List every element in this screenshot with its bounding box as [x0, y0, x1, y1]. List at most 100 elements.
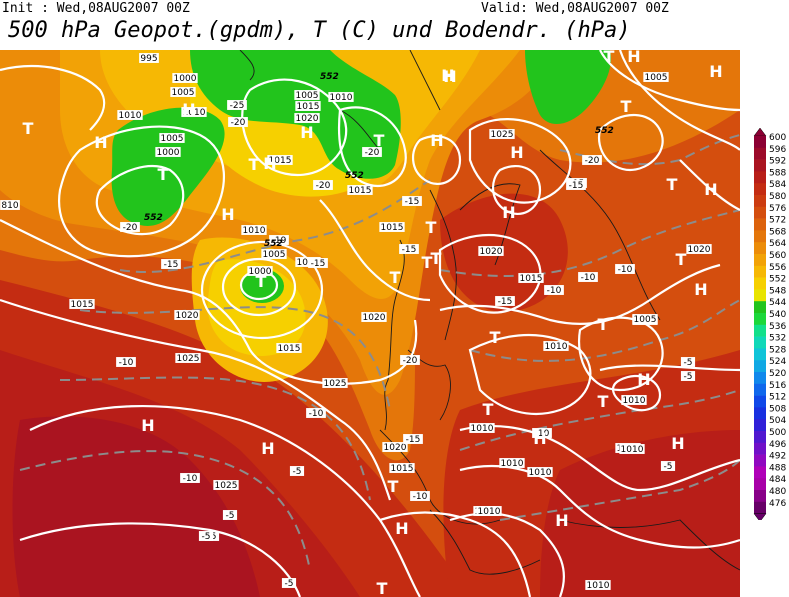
isotherms: [19, 134, 740, 571]
svg-text:1010: 1010: [545, 342, 568, 352]
high-pressure-marker: H: [441, 66, 454, 85]
low-pressure-marker: T: [256, 272, 267, 291]
temperature-label: -20: [362, 147, 382, 158]
legend-level-label: 528: [769, 345, 786, 355]
legend-swatch: [754, 301, 766, 314]
svg-text:-5: -5: [664, 462, 673, 472]
temperature-label: -10: [615, 264, 635, 275]
legend-swatch: [754, 159, 766, 172]
legend-swatch: [754, 218, 766, 231]
low-pressure-marker: T: [483, 400, 494, 419]
high-pressure-marker: H: [510, 143, 523, 162]
legend-level-label: 580: [769, 192, 786, 202]
legend-level-label: 524: [769, 357, 786, 367]
legend-swatch: [754, 242, 766, 255]
pressure-label: 1010: [499, 458, 525, 469]
temperature-label: -19: [269, 235, 289, 246]
low-pressure-marker: T: [598, 392, 609, 411]
svg-text:1015: 1015: [391, 464, 414, 474]
legend-level-label: 600: [769, 133, 786, 143]
legend-swatch: [754, 372, 766, 385]
low-pressure-marker: T: [249, 155, 260, 174]
high-pressure-marker: H: [443, 67, 456, 86]
legend-swatch: [754, 147, 766, 160]
svg-text:810: 810: [1, 201, 18, 211]
geopotential-label: 552: [345, 171, 364, 181]
temperature-label: -15: [566, 180, 586, 191]
pressure-label: 1025: [175, 353, 201, 364]
svg-text:1010: 1010: [243, 226, 266, 236]
temperature-label: -20: [120, 222, 140, 233]
svg-text:1010: 1010: [501, 459, 524, 469]
low-pressure-marker: T: [676, 250, 687, 269]
pressure-label: 1015: [379, 222, 405, 233]
temperature-label: -5: [680, 371, 696, 382]
legend-swatch: [754, 313, 766, 326]
color-legend: 6005965925885845805765725685645605565525…: [753, 128, 786, 520]
low-pressure-marker: T: [431, 249, 442, 268]
low-pressure-marker: T: [377, 579, 388, 597]
high-pressure-marker: H: [141, 416, 154, 435]
pressure-label: 1020: [686, 244, 712, 255]
svg-text:1020: 1020: [363, 313, 386, 323]
legend-level-label: 532: [769, 334, 786, 344]
pressure-label: 1005: [170, 87, 196, 98]
legend-level-label: 484: [769, 475, 786, 485]
pressure-label: 1000: [155, 147, 181, 158]
legend-level-label: 568: [769, 227, 786, 237]
pressure-label: 1015: [389, 463, 415, 474]
legend-swatch: [754, 419, 766, 432]
legend-level-label: 572: [769, 216, 786, 226]
svg-text:-10: -10: [183, 474, 198, 484]
low-pressure-marker: T: [426, 218, 437, 237]
high-pressure-marker: H: [627, 50, 640, 66]
svg-text:-20: -20: [123, 223, 138, 233]
legend-swatch: [754, 442, 766, 455]
svg-text:1010: 1010: [587, 581, 610, 591]
header: Init : Wed,08AUG2007 00Z Valid: Wed,08AU…: [0, 0, 789, 48]
legend-swatches: [753, 128, 767, 520]
high-pressure-marker: H: [555, 511, 568, 530]
svg-text:1025: 1025: [215, 481, 238, 491]
high-pressure-marker: H: [221, 205, 234, 224]
geopotential-label: 552: [595, 126, 614, 136]
legend-level-label: 508: [769, 404, 786, 414]
legend-swatch: [754, 195, 766, 208]
pressure-label: 1005: [294, 90, 320, 101]
svg-text:1000: 1000: [249, 267, 272, 277]
svg-text:1005: 1005: [263, 250, 286, 260]
pressure-label: 1005: [643, 72, 669, 83]
svg-text:1020: 1020: [176, 311, 199, 321]
svg-text:-10: -10: [119, 358, 134, 368]
low-pressure-marker: T: [422, 253, 433, 272]
geopotential-labels: 552 552 552 552 552: [144, 72, 614, 249]
pressure-label: 1010: [241, 225, 267, 236]
temperature-label: -20: [228, 117, 248, 128]
weather-map: 9951000100510101005100010101005101510201…: [0, 50, 740, 597]
svg-text:-20: -20: [585, 156, 600, 166]
svg-text:1015: 1015: [269, 156, 292, 166]
svg-text:1020: 1020: [384, 443, 407, 453]
legend-arrow-bottom: [753, 513, 767, 520]
legend-level-label: 592: [769, 157, 786, 167]
svg-text:1000: 1000: [174, 74, 197, 84]
legend-swatch: [754, 136, 766, 149]
temperature-label: -5: [289, 466, 305, 477]
temperature-label: -25: [227, 100, 247, 111]
field-hot-sw: [12, 416, 260, 597]
svg-text:1010: 1010: [623, 396, 646, 406]
geopotential-label: 552: [264, 239, 283, 249]
temperature-label: -10: [532, 428, 552, 439]
high-pressure-marker: H: [263, 154, 276, 173]
pressure-label: 810: [0, 200, 20, 211]
chart-title: 500 hPa Geopot.(gpdm), T (C) und Bodendr…: [8, 18, 631, 43]
temperature-label: -15: [495, 296, 515, 307]
temperature-label: -15: [399, 244, 419, 255]
svg-text:-10: -10: [413, 492, 428, 502]
pressure-label: 1005: [261, 249, 287, 260]
svg-text:-5: -5: [202, 532, 211, 542]
pressure-labels: 9951000100510101005100010101005101510201…: [0, 53, 712, 591]
low-pressure-marker: T: [604, 50, 615, 66]
legend-swatch: [754, 277, 766, 290]
pressure-label: 1010: [476, 506, 502, 517]
